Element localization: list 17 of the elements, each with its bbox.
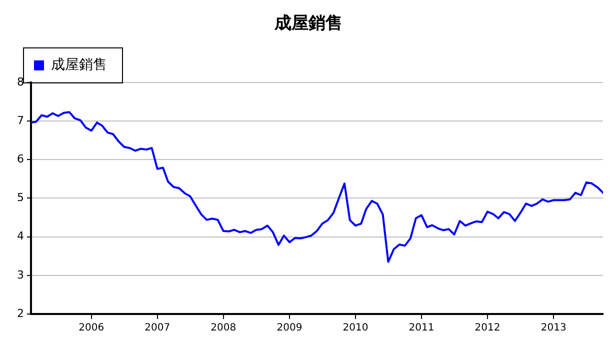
y-tick-label: 2	[17, 306, 24, 320]
y-tick-label: 6	[17, 152, 24, 166]
y-tick-label: 4	[17, 230, 24, 243]
x-tick-label: 2012	[474, 322, 500, 334]
x-tick-label: 2009	[276, 322, 302, 334]
x-tick-label: 2008	[210, 322, 236, 334]
y-tick-label: 7	[17, 114, 24, 127]
legend-label: 成屋銷售	[51, 57, 107, 74]
x-tick-label: 2013	[540, 322, 566, 334]
chart-title: 成屋銷售	[274, 14, 342, 34]
x-tick-label: 2010	[342, 322, 368, 334]
x-tick-label: 2007	[144, 322, 170, 334]
x-tick-label: 2011	[408, 322, 434, 334]
y-tick-label: 8	[17, 75, 24, 88]
y-tick-label: 5	[17, 191, 24, 204]
x-tick-label: 2006	[78, 322, 104, 334]
y-tick-label: 3	[17, 268, 24, 282]
